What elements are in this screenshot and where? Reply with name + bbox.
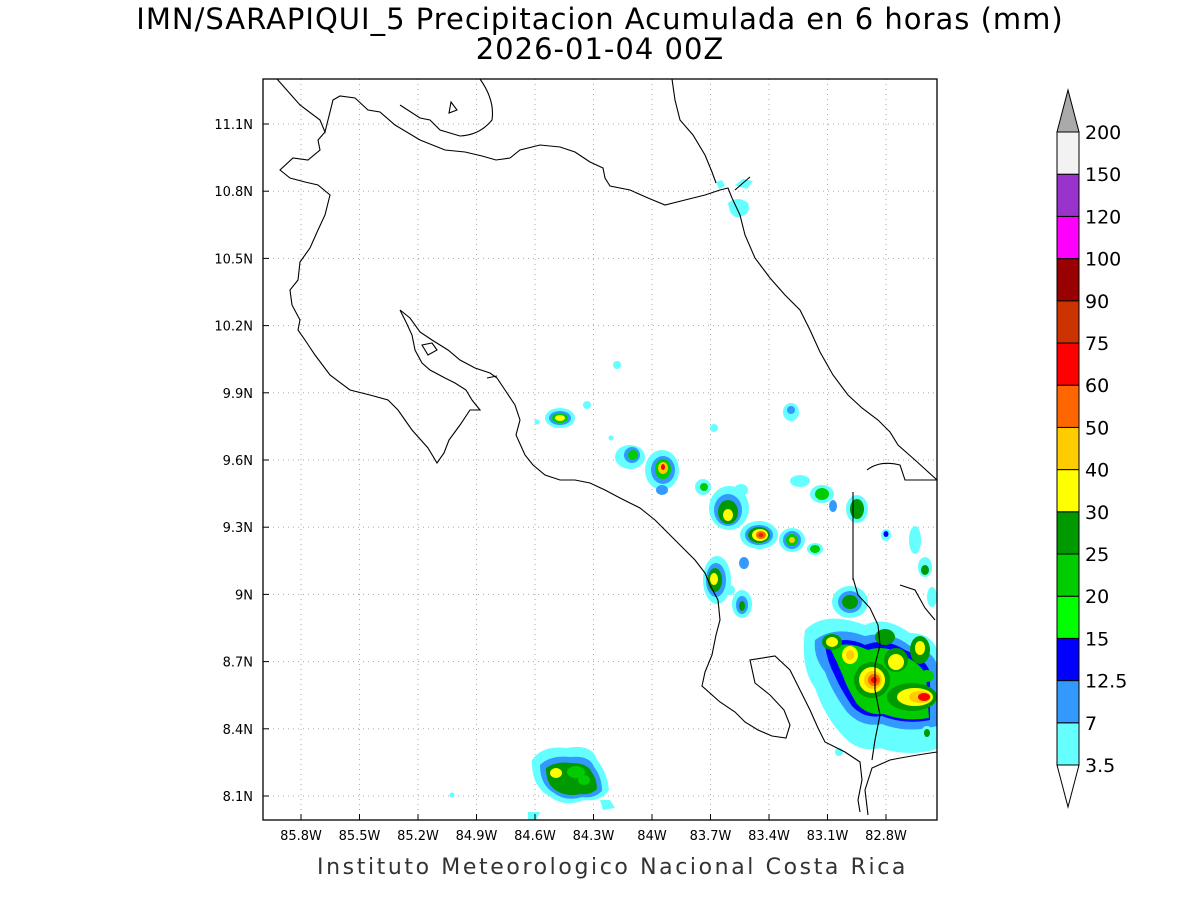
lat-tick-label: 9N: [235, 588, 253, 603]
map-title: IMN/SARAPIQUI_5 Precipitacion Acumulada …: [136, 2, 1064, 36]
lon-tick-label: 84.3W: [573, 829, 615, 844]
lon-tick-label: 83.7W: [690, 829, 732, 844]
lat-tick-label: 10.8N: [214, 185, 253, 200]
colorbar-swatch: [1056, 637, 1080, 682]
colorbar-level-label: 100: [1085, 249, 1121, 271]
colorbar-swatch: [1056, 131, 1080, 175]
lon-tick-label: 85.8W: [280, 829, 322, 844]
colorbar-swatch: [1056, 258, 1080, 302]
colorbar-swatch: [1056, 553, 1080, 597]
latitude-axis: 11.1N 10.8N 10.5N 10.2N 9.9N 9.6N 9.3N 9N 8.7N 8.…: [214, 118, 269, 805]
lon-tick-label: 84.6W: [514, 829, 556, 844]
colorbar-swatch: [1056, 173, 1080, 217]
colorbar-level-label: 12.5: [1085, 671, 1127, 693]
lat-tick-label: 8.1N: [223, 790, 253, 805]
colorbar-level-label: 90: [1085, 291, 1109, 313]
plot-frame: [262, 78, 938, 821]
colorbar-level-label: 7: [1085, 713, 1097, 735]
lat-tick-label: 8.4N: [223, 723, 253, 738]
lat-tick-label: 10.5N: [214, 252, 253, 267]
colorbar-level-label: 60: [1085, 375, 1109, 397]
credit-text: Instituto Meteorologico Nacional Costa R…: [317, 855, 908, 880]
lat-tick-label: 8.7N: [223, 656, 253, 671]
colorbar-level-label: 200: [1085, 122, 1121, 144]
colorbar-level-label: 30: [1085, 502, 1109, 524]
map-timestamp: 2026-01-04 00Z: [475, 32, 725, 66]
colorbar-level-label: 25: [1085, 544, 1109, 566]
lon-tick-label: 83.4W: [748, 829, 790, 844]
colorbar-level-label: 150: [1085, 164, 1121, 186]
colorbar-swatch: [1056, 722, 1080, 766]
longitude-axis: 85.8W 85.5W 85.2W 84.9W 84.6W 84.3W 84W 83.7W 83…: [280, 814, 907, 844]
lat-tick-label: 10.2N: [214, 320, 253, 335]
colorbar-level-label: 50: [1085, 417, 1109, 439]
colorbar-swatch: [1056, 426, 1080, 471]
lon-tick-label: 84W: [637, 829, 667, 844]
colorbar-swatch: [1056, 511, 1080, 555]
colorbar-swatch: [1056, 342, 1080, 386]
lat-tick-label: 9.3N: [223, 521, 253, 536]
lon-tick-label: 83.1W: [807, 829, 849, 844]
lon-tick-label: 82.8W: [865, 829, 907, 844]
colorbar-swatch: [1056, 215, 1080, 260]
colorbar-level-label: 3.5: [1085, 755, 1115, 777]
colorbar-top-arrow: [1056, 88, 1080, 133]
lat-tick-label: 9.9N: [223, 387, 253, 402]
colorbar-bottom-arrow: [1056, 764, 1080, 809]
colorbar-level-label: 15: [1085, 628, 1109, 650]
lat-tick-label: 11.1N: [214, 118, 253, 133]
coastlines: [276, 79, 937, 816]
colorbar-swatch: [1056, 469, 1080, 513]
lon-tick-label: 85.5W: [339, 829, 381, 844]
colorbar-level-label: 75: [1085, 333, 1109, 355]
colorbar-level-label: 40: [1085, 460, 1109, 482]
colorbar-swatch: [1056, 680, 1080, 724]
map-gridlines: [263, 79, 937, 820]
lat-tick-label: 9.6N: [223, 454, 253, 469]
colorbar-level-label: 120: [1085, 206, 1121, 228]
colorbar-swatch: [1056, 595, 1080, 639]
lon-tick-label: 85.2W: [397, 829, 439, 844]
colorbar-level-label: 20: [1085, 586, 1109, 608]
colorbar-swatch: [1056, 384, 1080, 428]
colorbar: 3.5 7 12.5 15 20 25 30 40 50 60 75 90 100 120 150 200: [1056, 88, 1127, 809]
colorbar-swatch: [1056, 300, 1080, 344]
precipitation-field: [449, 179, 937, 820]
lon-tick-label: 84.9W: [456, 829, 498, 844]
